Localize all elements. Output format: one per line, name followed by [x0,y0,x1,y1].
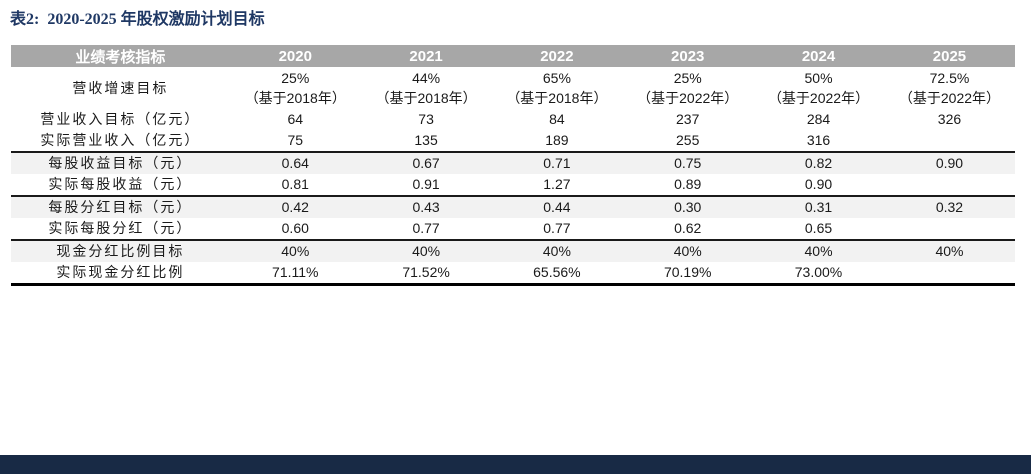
table-cell: 75 [287,132,304,149]
table-cell: 0.75 [622,151,754,174]
table-cell: 0.62 [674,220,702,237]
table-cell: 72.5% （基于2022年） [898,69,1001,106]
table-cell: 70.19% [622,262,754,286]
row-label: 实际营业收入（亿元） [40,132,201,149]
row-label: 营收增速目标 [72,79,169,96]
table-cell [883,262,1015,286]
header-cell-2024: 2024 [753,45,884,67]
table-cell: 0.82 [753,151,884,174]
table-cell: 84 [549,111,565,128]
table-cell: 40% [883,239,1015,262]
header-row: 业绩考核指标 2020 2021 2022 2023 2024 2025 [11,45,1015,67]
table-cell: 40% [229,239,361,262]
table-cell: 0.43 [360,195,492,218]
table-cell [884,218,1015,240]
header-cell-2025: 2025 [883,45,1015,67]
row-label: 实际每股分红（元） [48,220,193,237]
table-cell: 44% （基于2018年） [375,69,477,106]
table-cell [884,174,1015,196]
table-cell: 0.77 [543,220,571,237]
table-cell: 316 [806,132,831,149]
table-cell: 0.67 [360,151,492,174]
table-row-actual-dps: 实际每股分红（元） 0.60 0.77 0.77 0.62 0.65 [11,218,1015,240]
table-cell: 0.90 [883,151,1015,174]
table-cell: 0.31 [753,195,884,218]
table-row-actual-eps: 实际每股收益（元） 0.81 0.91 1.27 0.89 0.90 [11,174,1015,196]
table-cell: 0.81 [281,176,309,193]
table-cell: 0.32 [883,195,1015,218]
table-cell: 0.44 [491,195,623,218]
table-cell: 0.77 [412,220,440,237]
table-cell [884,130,1015,152]
table-cell: 0.60 [281,220,309,237]
table-cell: 255 [676,132,700,149]
table-cell: 1.27 [543,176,571,193]
table-cell: 135 [414,132,438,149]
table-cell: 0.42 [229,195,361,218]
table-row-revenue-target: 营业收入目标（亿元） 64 73 84 237 284 326 [11,109,1015,130]
table-row-actual-payout-ratio: 实际现金分红比例 71.11% 71.52% 65.56% 70.19% 73.… [11,262,1015,286]
table-cell: 65.56% [491,262,623,286]
table-cell: 0.89 [674,176,702,193]
table-cell: 50% （基于2022年） [767,69,870,106]
table-cell: 284 [806,111,831,128]
table-cell: 71.11% [229,262,361,286]
table-cell: 40% [360,239,492,262]
table-cell: 25% （基于2018年） [244,69,346,106]
header-cell-2020: 2020 [229,45,361,67]
table-cell: 0.90 [804,176,833,193]
table-cell: 64 [287,111,304,128]
row-label: 实际每股收益（元） [48,176,193,193]
equity-incentive-table: 业绩考核指标 2020 2021 2022 2023 2024 2025 营收增… [11,45,1015,286]
table-row-dps-target: 每股分红目标（元） 0.42 0.43 0.44 0.30 0.31 0.32 [11,195,1015,218]
header-cell-2022: 2022 [491,45,623,67]
table-cell: 40% [753,239,884,262]
table-cell: 0.91 [412,176,440,193]
table-title: 表2: 2020-2025 年股权激励计划目标 [10,11,265,28]
row-label: 实际现金分红比例 [11,262,230,286]
row-label: 营业收入目标（亿元） [40,111,201,128]
header-cell-2021: 2021 [360,45,492,67]
row-label: 每股分红目标（元） [11,195,230,218]
row-label: 每股收益目标（元） [11,151,230,174]
table-cell: 0.64 [229,151,361,174]
table-cell: 65% （基于2018年） [506,69,608,106]
table-cell: 73.00% [753,262,884,286]
table-row-eps-target: 每股收益目标（元） 0.64 0.67 0.71 0.75 0.82 0.90 [11,151,1015,174]
table-cell: 71.52% [360,262,492,286]
header-cell-2023: 2023 [622,45,754,67]
table-row-actual-revenue: 实际营业收入（亿元） 75 135 189 255 316 [11,130,1015,152]
footer-bar [0,455,1031,474]
table-cell: 189 [545,132,569,149]
table-cell: 73 [418,111,434,128]
table-row-revenue-growth-target: 营收增速目标 25% （基于2018年） 44% （基于2018年） 65% （… [11,67,1015,109]
table-cell: 0.65 [804,220,833,237]
table-cell: 326 [937,111,962,128]
table-cell: 237 [676,111,700,128]
table-cell: 40% [491,239,623,262]
table-cell: 0.71 [491,151,623,174]
header-cell-indicator: 业绩考核指标 [11,45,230,67]
table-cell: 0.30 [622,195,754,218]
table-cell: 25% （基于2022年） [637,69,739,106]
table-row-payout-ratio-target: 现金分红比例目标 40% 40% 40% 40% 40% 40% [11,239,1015,262]
row-label: 现金分红比例目标 [11,239,230,262]
table-cell: 40% [622,239,754,262]
